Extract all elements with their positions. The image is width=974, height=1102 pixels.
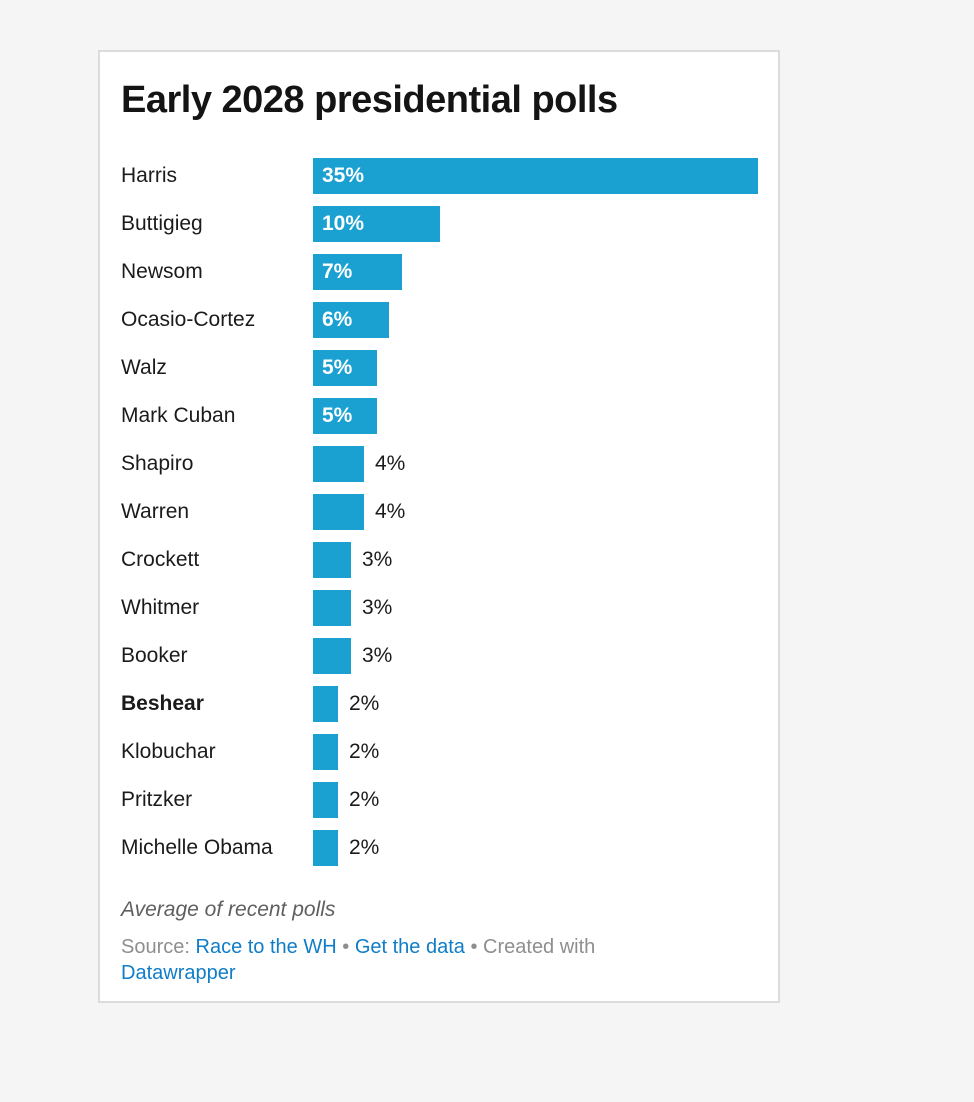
bar-track: 2%: [313, 830, 757, 866]
value-label: 4%: [375, 500, 406, 523]
category-label: Pritzker: [121, 788, 193, 811]
bar: 10%: [313, 206, 440, 242]
bar-row: Mark Cuban 5%: [121, 392, 757, 440]
bar: [313, 446, 364, 482]
value-label: 5%: [322, 356, 353, 379]
bar: [313, 542, 351, 578]
bar-row: Walz 5%: [121, 344, 757, 392]
bar-row: Buttigieg 10%: [121, 200, 757, 248]
created-with-label: Created with: [483, 936, 596, 958]
value-label: 2%: [349, 836, 380, 859]
bar-track: 2%: [313, 686, 757, 722]
bar-row: Ocasio-Cortez 6%: [121, 296, 757, 344]
category-label: Buttigieg: [121, 212, 203, 235]
bar-track: 2%: [313, 782, 757, 818]
bar-row: Booker 3%: [121, 632, 757, 680]
bar-track: 3%: [313, 590, 757, 626]
datawrapper-link[interactable]: Datawrapper: [121, 962, 236, 984]
source-link[interactable]: Race to the WH: [195, 936, 337, 958]
bar-track: 5%: [313, 350, 757, 386]
bar-track: 10%: [313, 206, 757, 242]
bar-row: Crockett 3%: [121, 536, 757, 584]
bar: 5%: [313, 398, 377, 434]
value-label: 3%: [362, 548, 393, 571]
bar: 5%: [313, 350, 377, 386]
value-label: 4%: [375, 452, 406, 475]
value-label: 2%: [349, 740, 380, 763]
bar: [313, 734, 338, 770]
bar-row: Michelle Obama 2%: [121, 824, 757, 872]
value-label: 35%: [322, 164, 365, 187]
separator-dot: •: [470, 936, 478, 958]
bar-track: 3%: [313, 638, 757, 674]
category-label: Booker: [121, 644, 188, 667]
category-label: Crockett: [121, 548, 200, 571]
chart-card: Early 2028 presidential polls Harris 35% B…: [98, 50, 780, 1003]
category-label: Beshear: [121, 692, 204, 715]
bar-row: Whitmer 3%: [121, 584, 757, 632]
category-label: Klobuchar: [121, 740, 216, 763]
category-label: Warren: [121, 500, 190, 523]
bar-track: 4%: [313, 494, 757, 530]
bar: [313, 686, 338, 722]
chart-footer: Source: Race to the WH • Get the data • …: [121, 934, 757, 986]
bar-track: 7%: [313, 254, 757, 290]
bar: 7%: [313, 254, 402, 290]
category-label: Ocasio-Cortez: [121, 308, 256, 331]
source-label: Source:: [121, 936, 190, 958]
bar-track: 5%: [313, 398, 757, 434]
category-label: Newsom: [121, 260, 203, 283]
category-label: Mark Cuban: [121, 404, 236, 427]
bar-track: 35%: [313, 158, 758, 194]
bar-row: Pritzker 2%: [121, 776, 757, 824]
value-label: 5%: [322, 404, 353, 427]
bar-row: Klobuchar 2%: [121, 728, 757, 776]
value-label: 2%: [349, 788, 380, 811]
separator-dot: •: [342, 936, 350, 958]
category-label: Whitmer: [121, 596, 200, 619]
chart-note: Average of recent polls: [121, 898, 336, 921]
bar-row: Shapiro 4%: [121, 440, 757, 488]
category-label: Shapiro: [121, 452, 194, 475]
category-label: Michelle Obama: [121, 836, 273, 859]
bar-row: Beshear 2%: [121, 680, 757, 728]
value-label: 7%: [322, 260, 353, 283]
bar: [313, 638, 351, 674]
bar-row: Harris 35%: [121, 152, 758, 200]
value-label: 2%: [349, 692, 380, 715]
bar: [313, 494, 364, 530]
get-the-data-link[interactable]: Get the data: [354, 936, 465, 958]
value-label: 3%: [362, 644, 393, 667]
bar: [313, 590, 351, 626]
bar-row: Newsom 7%: [121, 248, 757, 296]
bar: 6%: [313, 302, 389, 338]
category-label: Harris: [121, 164, 177, 187]
bar-track: 4%: [313, 446, 757, 482]
value-label: 10%: [322, 212, 365, 235]
bar-chart: Harris 35% Buttigieg 10% Newsom 7% Ocasio-Cort…: [121, 152, 758, 872]
bar-track: 2%: [313, 734, 757, 770]
category-label: Walz: [121, 356, 167, 379]
chart-title: Early 2028 presidential polls: [121, 79, 618, 121]
bar: [313, 782, 338, 818]
bar-track: 3%: [313, 542, 757, 578]
value-label: 3%: [362, 596, 393, 619]
bar: 35%: [313, 158, 758, 194]
value-label: 6%: [322, 308, 353, 331]
bar-row: Warren 4%: [121, 488, 757, 536]
bar: [313, 830, 338, 866]
bar-track: 6%: [313, 302, 757, 338]
